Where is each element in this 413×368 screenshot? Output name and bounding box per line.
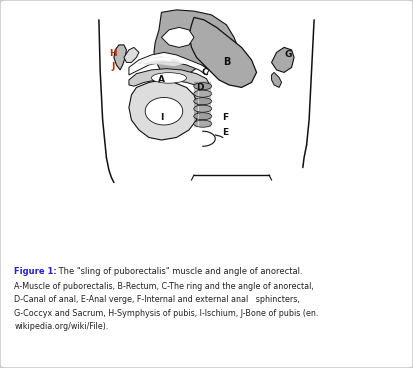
Polygon shape — [141, 57, 174, 64]
Text: B: B — [223, 57, 230, 67]
Text: Figure 1:: Figure 1: — [14, 267, 57, 276]
Text: F: F — [222, 113, 228, 122]
Text: A-Muscle of puborectalis, B-Rectum, C-The ring and the angle of anorectal,: A-Muscle of puborectalis, B-Rectum, C-Th… — [14, 282, 314, 290]
Text: E: E — [222, 128, 228, 137]
Text: The "sling of puborectalis" muscle and angle of anorectal.: The "sling of puborectalis" muscle and a… — [56, 267, 302, 276]
Text: A: A — [158, 75, 165, 84]
Ellipse shape — [194, 98, 212, 105]
Ellipse shape — [194, 83, 212, 90]
Polygon shape — [129, 80, 199, 140]
Polygon shape — [114, 45, 126, 70]
Text: J: J — [111, 62, 114, 71]
Ellipse shape — [194, 90, 212, 97]
Text: I: I — [160, 113, 163, 122]
Ellipse shape — [145, 98, 183, 125]
Polygon shape — [136, 56, 184, 66]
Polygon shape — [129, 52, 209, 75]
Text: D-Canal of anal, E-Anal verge, F-Internal and external anal   sphincters,: D-Canal of anal, E-Anal verge, F-Interna… — [14, 295, 300, 304]
Polygon shape — [129, 69, 209, 86]
Polygon shape — [272, 47, 294, 72]
Polygon shape — [272, 72, 282, 88]
Ellipse shape — [194, 120, 212, 127]
Text: wikipedia.org/wiki/File).: wikipedia.org/wiki/File). — [14, 322, 109, 331]
Polygon shape — [161, 27, 194, 47]
Polygon shape — [154, 10, 239, 82]
Ellipse shape — [152, 72, 187, 83]
Ellipse shape — [194, 113, 212, 120]
Text: G: G — [284, 50, 292, 59]
Polygon shape — [189, 17, 256, 88]
Text: C: C — [202, 68, 209, 77]
Text: G-Coccyx and Sacrum, H-Symphysis of pubis, I-Ischium, J-Bone of pubis (en.: G-Coccyx and Sacrum, H-Symphysis of pubi… — [14, 309, 319, 318]
Text: H: H — [109, 49, 116, 58]
Polygon shape — [124, 47, 139, 63]
Ellipse shape — [194, 105, 212, 112]
Text: D: D — [197, 83, 204, 92]
